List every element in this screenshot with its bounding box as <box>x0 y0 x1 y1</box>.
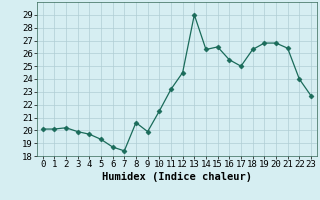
X-axis label: Humidex (Indice chaleur): Humidex (Indice chaleur) <box>102 172 252 182</box>
